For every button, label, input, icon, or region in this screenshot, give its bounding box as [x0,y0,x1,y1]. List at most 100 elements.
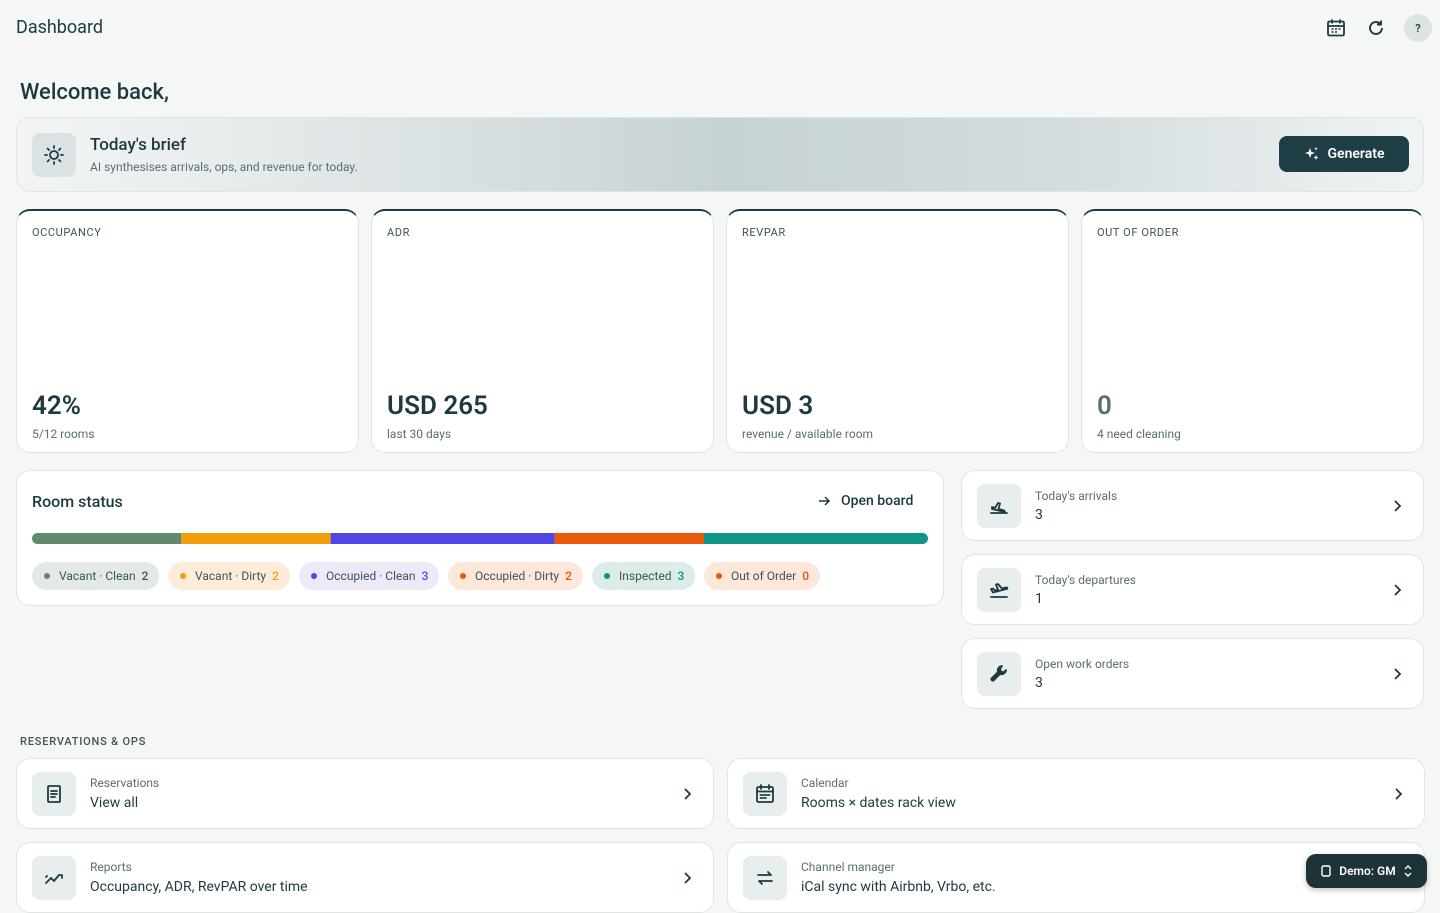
status-chip[interactable]: Occupied · Clean 3 [299,562,440,590]
chip-name: Inspected [619,569,672,583]
chevron-icon [1394,584,1402,596]
open-board-label: Open board [841,493,914,509]
page-title: Dashboard [16,17,104,38]
demo-role-switch[interactable]: Demo: GM [1306,854,1427,888]
chip-count: 2 [565,569,572,583]
chevron-icon [1395,788,1403,800]
kpi-label: OUT OF ORDER [1097,226,1179,239]
chip-dot [180,573,186,579]
kpi-label: ADR [387,226,410,239]
nav-text: Rooms × dates rack view [801,795,956,811]
chip-dot [460,573,466,579]
quick-icon [977,568,1021,612]
chip-count: 0 [802,569,810,583]
chip-name: Occupied · Dirty [475,569,560,583]
chevron-icon [684,872,692,884]
nav-icon [743,856,787,900]
kpi-value: 0 [1097,391,1112,421]
nav-label: Reservations [90,776,160,790]
kpi-value: USD 265 [387,391,488,421]
status-chip[interactable]: Vacant · Clean 2 [32,562,160,590]
welcome: Welcome back, [20,80,169,105]
status-chip[interactable]: Vacant · Dirty 2 [168,562,290,590]
nav-card[interactable]: Reservations View all [16,758,714,829]
kpi-sub: revenue / available room [742,427,874,441]
generate-label: Generate [1327,146,1385,162]
chip-count: 3 [677,569,685,583]
chevron-icon [1394,668,1402,680]
status-segment [181,533,331,544]
nav-text: View all [90,795,139,811]
refresh-button[interactable] [1366,18,1386,38]
kpi-card: REVPAR USD 3 revenue / available room [726,209,1069,453]
brief-subtitle: AI synthesises arrivals, ops, and revenu… [90,160,358,174]
demo-label: Demo: GM [1339,864,1396,878]
nav-icon [32,856,76,900]
updown-icon [1404,865,1412,877]
quick-card[interactable]: Open work orders 3 [961,638,1424,709]
nav-label: Reports [90,860,132,874]
chevron-icon [1394,500,1402,512]
nav-icon [743,772,787,816]
quick-value: 3 [1035,675,1043,691]
quick-label: Open work orders [1035,657,1130,671]
quick-card[interactable]: Today's departures 1 [961,554,1424,625]
chip-dot [604,573,610,579]
kpi-value: 42% [32,391,81,421]
open-board-link[interactable]: Open board [817,493,913,509]
nav-card[interactable]: Calendar Rooms × dates rack view [727,758,1425,829]
chip-dot [311,573,317,579]
room-status-bar [32,533,928,544]
sparkle-icon [1304,147,1318,160]
kpi-card: ADR USD 265 last 30 days [371,209,714,453]
kpi-value: USD 3 [742,391,814,421]
kpi-label: REVPAR [742,226,786,239]
status-chip[interactable]: Out of Order 0 [704,562,821,590]
quick-icon [977,484,1021,528]
status-segment [32,533,182,544]
chip-name: Vacant · Clean [59,569,136,583]
chip-name: Out of Order [731,569,797,583]
brief-icon [32,133,76,177]
chip-name: Occupied · Clean [326,569,416,583]
kpi-card: OUT OF ORDER 0 4 need cleaning [1081,209,1424,453]
brief-title: Today's brief [90,135,187,155]
kpi-sub: 4 need cleaning [1097,427,1181,441]
nav-label: Calendar [801,776,849,790]
room-status-title: Room status [32,492,123,511]
kpi-label: OCCUPANCY [32,226,102,239]
quick-value: 1 [1035,591,1043,607]
nav-icon [32,772,76,816]
badge-icon [1321,865,1331,877]
section-label: RESERVATIONS & OPS [20,735,147,748]
arrow-icon [819,496,831,506]
quick-value: 3 [1035,507,1043,523]
status-chip[interactable]: Inspected 3 [592,562,696,590]
chip-dot [44,573,50,579]
nav-text: Occupancy, ADR, RevPAR over time [90,879,308,895]
kpi-sub: last 30 days [387,427,452,441]
nav-card[interactable]: Reports Occupancy, ADR, RevPAR over time [16,842,714,913]
nav-label: Channel manager [801,860,895,874]
status-segment [554,533,704,544]
brief-card: Today's brief AI synthesises arrivals, o… [16,117,1424,192]
chip-dot [716,573,722,579]
help-button[interactable]: ? [1404,14,1432,42]
chip-count: 2 [272,569,279,583]
status-segment [704,533,928,544]
chip-count: 3 [421,569,429,583]
generate-button[interactable]: Generate [1279,136,1409,172]
calendar-button[interactable] [1326,18,1346,38]
status-chip[interactable]: Occupied · Dirty 2 [448,562,583,590]
nav-text: iCal sync with Airbnb, Vrbo, etc. [801,879,996,895]
quick-card[interactable]: Today's arrivals 3 [961,470,1424,541]
kpi-sub: 5/12 rooms [32,427,95,441]
status-segment [330,533,555,544]
quick-label: Today's arrivals [1035,489,1118,503]
quick-label: Today's departures [1035,573,1137,587]
chip-name: Vacant · Dirty [195,569,267,583]
chip-count: 2 [141,569,149,583]
quick-icon [977,652,1021,696]
